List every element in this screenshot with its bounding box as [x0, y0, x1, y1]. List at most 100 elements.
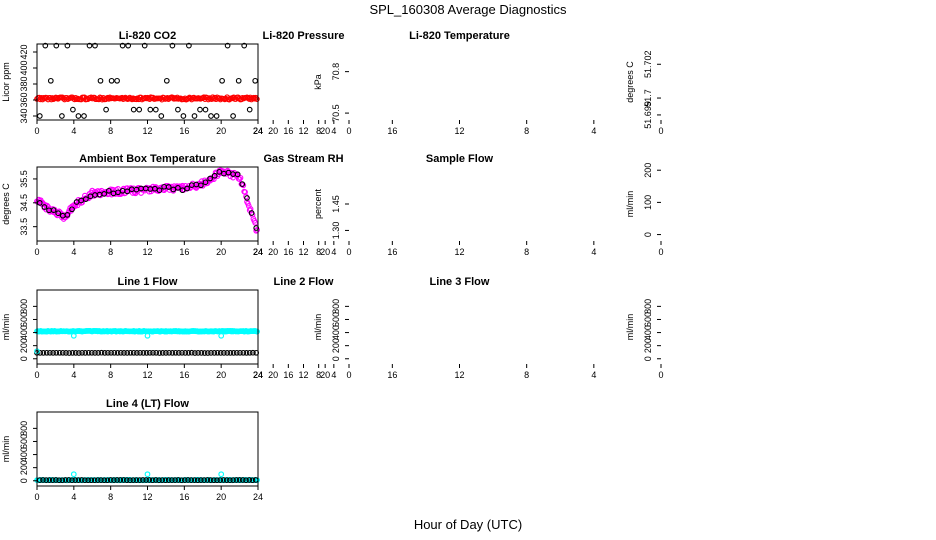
- data-point: [141, 42, 148, 49]
- data-point: [202, 179, 209, 186]
- data-point: [108, 349, 114, 356]
- data-point: [75, 477, 82, 483]
- data-point: [204, 350, 211, 356]
- panel-title: Line 3 Flow: [430, 276, 490, 288]
- data-point: [117, 349, 124, 356]
- data-point: [111, 349, 118, 356]
- data-point: [134, 350, 140, 356]
- data-point: [123, 477, 130, 483]
- chart-panel-5: Gas Stream RH percent 048 12 16 20 24 1.30 1.45: [253, 153, 352, 257]
- data-point: [159, 477, 166, 483]
- x-tick-label: 16: [179, 247, 189, 257]
- y-tick-label: 400: [19, 325, 29, 340]
- x-tick-label: 0: [346, 126, 351, 136]
- data-point: [53, 477, 59, 483]
- data-point: [53, 42, 60, 49]
- data-point: [124, 188, 131, 195]
- data-point: [140, 477, 146, 483]
- data-point: [194, 477, 201, 484]
- data-point: [217, 350, 224, 356]
- y-axis-label: ml/min: [1, 314, 11, 341]
- x-tick-label: 12: [142, 247, 152, 257]
- x-tick-label: 4: [591, 126, 596, 136]
- x-tick-label: 16: [283, 126, 293, 136]
- data-point: [166, 349, 172, 356]
- y-tick-label: 33.5: [19, 218, 29, 236]
- x-tick-label: 0: [34, 247, 39, 257]
- chart-panel-2: Li-820 Pressure kPa 048 12 16 20 24 70.5 70.8: [253, 30, 352, 136]
- data-point: [237, 349, 243, 356]
- data-point: [169, 42, 176, 49]
- y-axis-label: kPa: [313, 74, 323, 90]
- panel-title: Gas Stream RH: [263, 153, 343, 165]
- y-tick-label: 1.30: [331, 222, 341, 240]
- data-point: [162, 477, 169, 484]
- x-tick-label: 0: [34, 370, 39, 380]
- data-point: [251, 95, 258, 102]
- data-point: [219, 77, 225, 84]
- y-tick-label: 70.8: [331, 63, 341, 81]
- data-point: [114, 77, 120, 84]
- data-point: [217, 477, 224, 483]
- x-tick-label: 24: [253, 126, 263, 136]
- x-tick-label: 0: [658, 126, 663, 136]
- data-point: [230, 350, 237, 356]
- x-tick-label: 24: [253, 247, 263, 257]
- data-point: [224, 350, 231, 356]
- data-points: [34, 328, 260, 356]
- x-tick-label: 24: [253, 370, 263, 380]
- data-point: [180, 113, 187, 119]
- y-tick-label: 200: [19, 460, 29, 475]
- x-tick-label: 12: [454, 247, 464, 257]
- data-point: [70, 106, 76, 113]
- data-point: [82, 196, 89, 202]
- data-point: [130, 349, 137, 356]
- panel-title: Li-820 Pressure: [263, 30, 345, 42]
- chart-panel-4: Ambient Box Temperature degrees C 0 4 8 12 16 2…: [1, 153, 263, 257]
- data-point: [254, 328, 260, 335]
- y-tick-label: 800: [643, 299, 653, 314]
- panel-title: Line 1 Flow: [118, 276, 178, 288]
- y-tick-label: 600: [643, 312, 653, 327]
- data-point: [103, 106, 109, 113]
- data-points: [34, 167, 260, 234]
- data-point: [239, 181, 246, 187]
- data-point: [236, 477, 243, 483]
- data-point: [249, 477, 256, 484]
- data-point: [49, 477, 56, 483]
- y-tick-label: 600: [19, 434, 29, 449]
- data-point: [241, 42, 248, 49]
- x-tick-label: 0: [658, 370, 663, 380]
- x-tick-label: 8: [524, 370, 529, 380]
- y-tick-label: 34.5: [19, 194, 29, 212]
- data-point: [104, 477, 111, 484]
- x-tick-label: 12: [454, 126, 464, 136]
- data-point: [56, 349, 63, 356]
- y-tick-label: 600: [19, 312, 29, 327]
- x-tick-label: 16: [387, 126, 397, 136]
- y-tick-label: 400: [643, 325, 653, 340]
- x-tick-label: 4: [331, 126, 336, 136]
- data-point: [202, 106, 209, 113]
- data-point: [220, 477, 227, 483]
- x-tick-label: 12: [142, 126, 152, 136]
- chart-panel-10: Line 4 (LT) Flow ml/min 0 4 8 12 16 20 24 0 200400…: [1, 398, 263, 502]
- x-tick-label: 0: [34, 126, 39, 136]
- x-tick-label: 20: [268, 370, 278, 380]
- data-point: [218, 332, 225, 339]
- x-tick-label: 16: [283, 370, 293, 380]
- data-point: [63, 350, 69, 356]
- data-point: [91, 477, 98, 484]
- data-point: [59, 349, 66, 356]
- data-point: [70, 332, 77, 339]
- data-point: [165, 184, 172, 190]
- data-point: [204, 477, 211, 483]
- data-point: [50, 207, 57, 213]
- chart-panel-8: Line 2 Flowml/min04812162024020040060080…: [253, 276, 352, 380]
- data-point: [240, 182, 247, 189]
- data-point: [201, 350, 208, 356]
- x-tick-label: 4: [331, 370, 336, 380]
- data-point: [120, 477, 127, 483]
